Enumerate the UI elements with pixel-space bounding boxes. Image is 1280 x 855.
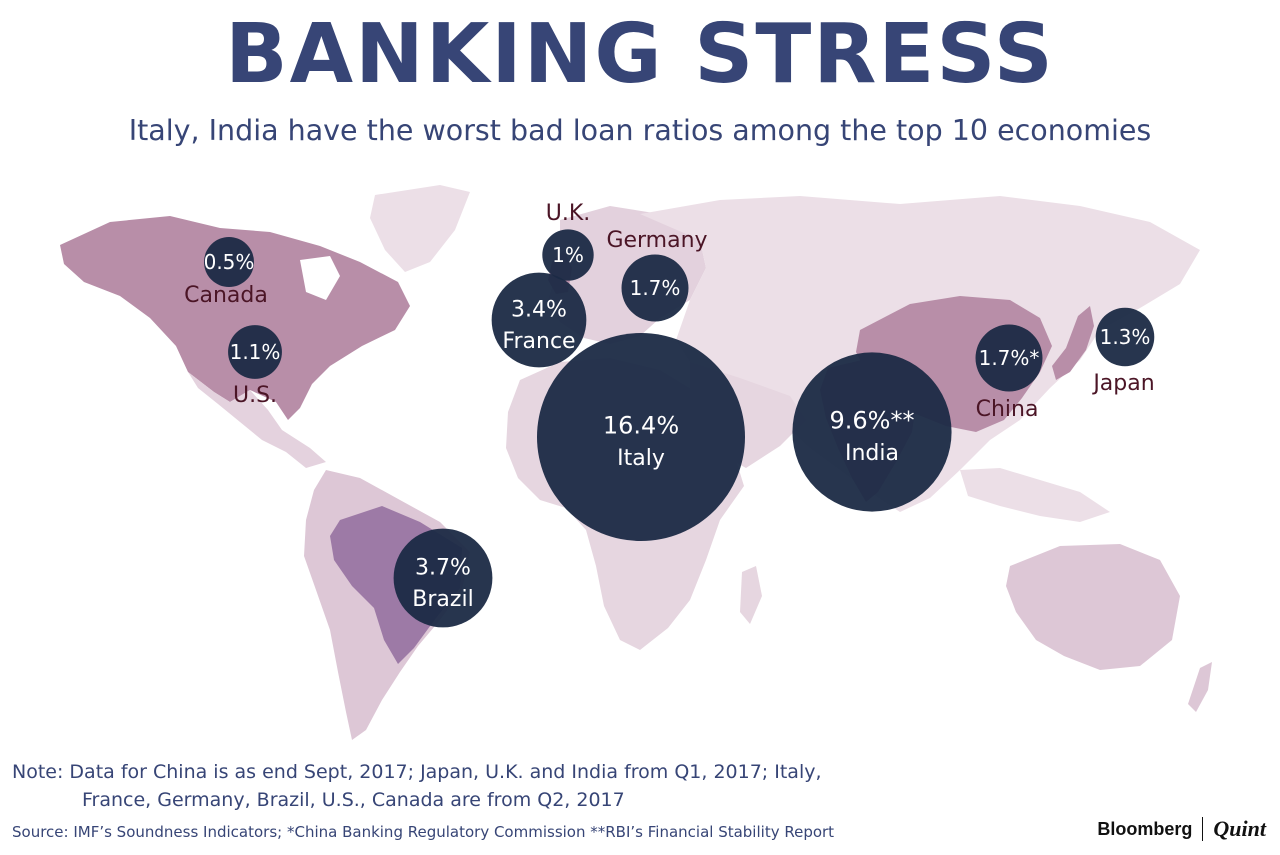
greenland-shape [370, 185, 470, 272]
bubble-italy [537, 333, 745, 541]
logo-quint: Quint [1213, 816, 1266, 841]
bubble-u-k [542, 229, 594, 281]
new-zealand-shape [1188, 662, 1212, 712]
bubble-china [975, 324, 1043, 392]
value-label-italy: 16.4% [603, 411, 679, 439]
chart-title: BANKING STRESS [225, 7, 1055, 102]
bubble-japan [1095, 307, 1155, 367]
country-label-japan: Japan [1091, 371, 1154, 396]
australia-shape [1006, 544, 1180, 670]
country-label-germany: Germany [606, 228, 707, 253]
value-label-canada: 0.5% [204, 250, 255, 274]
note-line-2: France, Germany, Brazil, U.S., Canada ar… [82, 789, 625, 811]
value-label-germany: 1.7% [630, 276, 681, 300]
value-label-u-k: 1% [552, 243, 584, 267]
country-label-india: India [845, 441, 899, 466]
logo-bloomberg: Bloomberg [1097, 818, 1193, 839]
bubble-layer: 0.5% Canada 1% U.K. 1.7% Germany 3.4% France 1.1… [184, 201, 1155, 628]
madagascar-shape [740, 566, 762, 624]
country-label-china: China [976, 397, 1039, 422]
value-label-u-s: 1.1% [230, 340, 281, 364]
country-label-canada: Canada [184, 283, 268, 308]
publisher-logo: Bloomberg Quint [1097, 816, 1266, 842]
note-line-1: Note: Data for China is as end Sept, 201… [12, 761, 822, 783]
value-label-france: 3.4% [511, 298, 567, 323]
bubble-brazil [393, 528, 493, 628]
country-label-france: France [502, 329, 575, 354]
logo-separator [1202, 817, 1204, 841]
source-line: Source: IMF’s Soundness Indicators; *Chi… [12, 823, 835, 841]
se-asia-shape [960, 468, 1110, 522]
country-label-italy: Italy [617, 446, 665, 471]
hudson-bay [300, 256, 340, 300]
chart-subtitle: Italy, India have the worst bad loan rat… [128, 114, 1152, 147]
country-label-u-s: U.S. [233, 383, 277, 408]
japan-shape [1052, 306, 1094, 380]
value-label-japan: 1.3% [1100, 325, 1151, 349]
bubble-india [792, 352, 952, 512]
country-label-brazil: Brazil [412, 587, 473, 612]
bubble-germany [621, 254, 689, 322]
country-label-u-k: U.K. [546, 201, 591, 226]
value-label-china: 1.7%* [979, 346, 1040, 370]
bubble-canada [204, 237, 254, 287]
bubble-france [491, 272, 587, 368]
value-label-brazil: 3.7% [415, 556, 471, 581]
value-label-india: 9.6%** [830, 406, 915, 434]
world-map: 0.5% Canada 1% U.K. 1.7% Germany 3.4% France 1.1… [60, 185, 1212, 740]
bubble-u-s [228, 325, 282, 379]
mexico-shape [188, 372, 326, 468]
